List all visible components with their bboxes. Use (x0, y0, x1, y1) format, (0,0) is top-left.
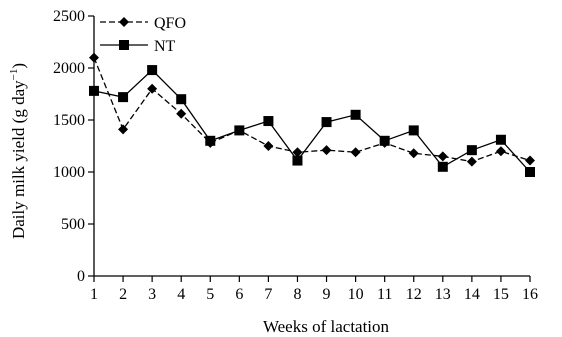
legend: QFO NT (100, 15, 186, 55)
data-point-qfo (466, 156, 477, 167)
data-point-nt (350, 109, 361, 120)
y-axis-title: Daily milk yield (g day−1) (8, 63, 28, 239)
data-point-qfo (525, 155, 535, 166)
legend-label-nt: NT (154, 38, 176, 55)
data-point-nt (525, 167, 535, 177)
series-line-nt (93, 69, 531, 173)
data-point-nt (234, 125, 245, 136)
x-tick-label: 9 (323, 286, 331, 303)
y-tick-label: 2000 (53, 60, 85, 77)
y-axis-title-main: Daily milk yield (g day (9, 80, 28, 239)
x-tick-label: 1 (90, 286, 98, 303)
legend-item-qfo: QFO (100, 15, 186, 32)
data-point-qfo (321, 145, 332, 156)
x-tick-label: 6 (235, 286, 243, 303)
data-point-nt (118, 92, 129, 103)
data-point-nt (147, 65, 158, 76)
data-point-nt (379, 135, 390, 146)
data-point-qfo (292, 147, 303, 158)
data-point-nt (408, 125, 419, 136)
y-tick-label: 0 (77, 268, 85, 285)
series-line-qfo (93, 57, 531, 163)
x-axis-title: Weeks of lactation (263, 317, 390, 336)
x-tick-label: 15 (493, 286, 509, 303)
x-tick-label: 3 (148, 286, 156, 303)
data-point-nt (495, 134, 506, 145)
x-tick-label: 10 (348, 286, 364, 303)
series-nt (89, 65, 535, 177)
data-point-qfo (89, 52, 99, 63)
x-tick-label: 5 (206, 286, 214, 303)
data-point-nt (205, 135, 216, 146)
data-point-qfo (118, 124, 129, 135)
x-tick-label: 16 (522, 286, 538, 303)
legend-marker-nt (119, 40, 129, 50)
data-point-nt (321, 117, 332, 128)
data-point-qfo (350, 147, 361, 158)
y-tick-label: 500 (61, 216, 85, 233)
data-point-nt (437, 161, 448, 172)
x-tick-label: 13 (435, 286, 451, 303)
data-point-qfo (263, 141, 274, 151)
legend-label-qfo: QFO (154, 15, 186, 32)
x-tick-label: 11 (377, 286, 392, 303)
data-point-qfo (147, 83, 158, 94)
y-tick-label: 1000 (53, 164, 85, 181)
y-tick-label: 2500 (53, 8, 85, 25)
legend-marker-qfo (119, 17, 129, 27)
x-tick-label: 2 (119, 286, 127, 303)
data-point-nt (176, 94, 187, 105)
x-tick-label: 4 (177, 286, 185, 303)
data-point-nt (466, 145, 477, 156)
y-axis-title-superscript: −1 (8, 69, 20, 81)
x-tick-label: 12 (406, 286, 422, 303)
data-point-qfo (437, 151, 448, 162)
data-point-qfo (495, 146, 506, 157)
x-tick-label: 8 (293, 286, 301, 303)
x-tick-label: 14 (464, 286, 480, 303)
series-layer (89, 52, 535, 177)
data-point-nt (89, 85, 99, 96)
data-point-qfo (408, 148, 419, 159)
data-point-qfo (176, 108, 187, 119)
data-point-nt (263, 116, 274, 127)
legend-item-nt: NT (100, 38, 176, 55)
data-point-nt (292, 155, 303, 166)
x-tick-label: 7 (264, 286, 272, 303)
y-tick-label: 1500 (53, 112, 85, 129)
y-axis-title-close: ) (9, 63, 28, 69)
